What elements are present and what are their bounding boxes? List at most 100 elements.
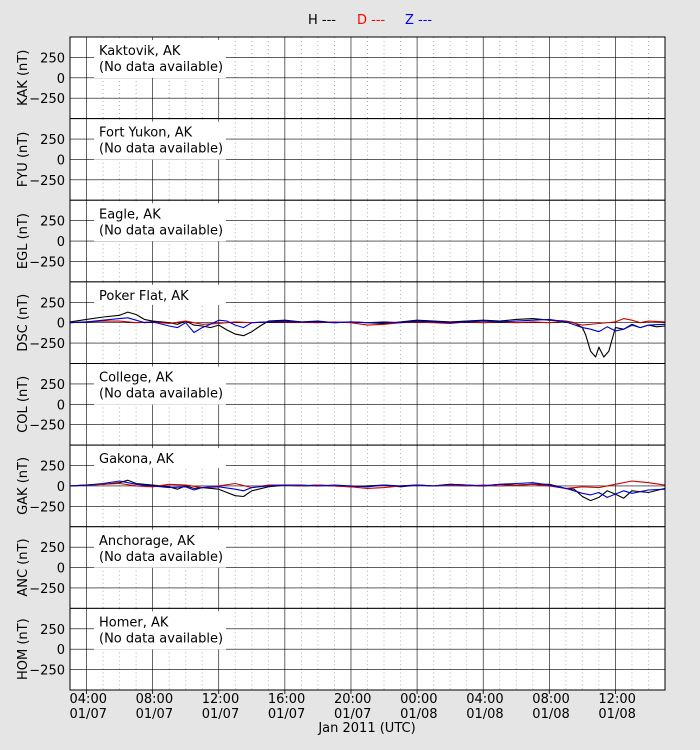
station-name: Poker Flat, AK <box>99 289 189 304</box>
x-tick-date: 01/08 <box>532 707 569 722</box>
panel-hom: 250 0 −250 Homer, AK(No data available) HOM … <box>16 607 666 691</box>
x-tick-date: 01/07 <box>202 707 239 722</box>
x-axis-label: Jan 2011 (UTC) <box>317 721 415 736</box>
y-tick-label: 250 <box>40 51 65 66</box>
station-name: Homer, AK <box>99 615 169 630</box>
series-line-z <box>69 480 666 498</box>
y-tick-label: 250 <box>40 541 65 556</box>
x-tick-time: 04:00 <box>466 692 503 707</box>
y-tick-label: 0 <box>57 562 65 577</box>
x-tick-date: 01/07 <box>136 707 173 722</box>
y-tick-label: −250 <box>29 255 65 270</box>
x-tick-date: 01/07 <box>70 707 107 722</box>
y-tick-label: 0 <box>57 317 65 332</box>
y-tick-label: −250 <box>29 337 65 352</box>
panel-egl: 250 0 −250 Eagle, AK(No data available) EGL … <box>16 199 666 283</box>
x-tick-date: 01/07 <box>268 707 305 722</box>
y-tick-label: 250 <box>40 460 65 475</box>
no-data-note: (No data available) <box>99 387 223 402</box>
station-name: Eagle, AK <box>99 207 161 222</box>
y-tick-label: 0 <box>57 480 65 495</box>
no-data-note: (No data available) <box>99 550 223 565</box>
y-axis-label: ANC (nT) <box>16 538 31 596</box>
y-tick-label: 250 <box>40 215 65 230</box>
station-label-bg <box>94 284 226 305</box>
y-axis-label: GAK (nT) <box>16 457 31 515</box>
y-tick-label: 250 <box>40 378 65 393</box>
y-tick-label: 250 <box>40 133 65 148</box>
series-line-d <box>69 318 666 326</box>
station-name: Anchorage, AK <box>99 534 195 549</box>
station-label-bg <box>94 366 226 405</box>
station-label-bg <box>94 121 226 160</box>
no-data-note: (No data available) <box>99 631 223 646</box>
y-tick-label: 0 <box>57 398 65 413</box>
x-tick-time: 20:00 <box>334 692 371 707</box>
y-tick-label: 0 <box>57 643 65 658</box>
y-axis-label: KAK (nT) <box>16 50 31 106</box>
panel-dsc: 250 0 −250 Poker Flat, AK DSC (nT) <box>16 281 666 364</box>
panel-col: 250 0 −250 College, AK(No data available) CO… <box>16 363 666 446</box>
station-name: Fort Yukon, AK <box>99 126 193 141</box>
y-tick-label: −250 <box>29 582 65 597</box>
legend: H --- D --- Z --- <box>308 13 432 28</box>
y-tick-label: −250 <box>29 500 65 515</box>
y-axis-label: COL (nT) <box>16 376 31 433</box>
station-name: Kaktovik, AK <box>99 44 181 59</box>
no-data-note: (No data available) <box>99 60 223 75</box>
y-axis-label: DSC (nT) <box>16 294 31 352</box>
y-axis-label: EGL (nT) <box>16 213 31 269</box>
y-tick-label: −250 <box>29 664 65 679</box>
y-tick-label: 250 <box>40 623 65 638</box>
x-tick-time: 04:00 <box>70 692 107 707</box>
x-tick-time: 12:00 <box>202 692 239 707</box>
x-tick-date: 01/07 <box>334 707 371 722</box>
no-data-note: (No data available) <box>99 142 223 157</box>
y-axis-label: FYU (nT) <box>16 132 31 187</box>
legend-item-h: H --- <box>308 13 336 28</box>
y-tick-label: 0 <box>57 72 65 87</box>
no-data-note: (No data available) <box>99 223 223 238</box>
x-tick-date: 01/08 <box>400 707 437 722</box>
x-axis: 04:0001/0708:0001/0712:0001/0716:0001/07… <box>70 690 636 722</box>
panel-fyu: 250 0 −250 Fort Yukon, AK(No data available… <box>16 118 666 201</box>
station-label-bg <box>94 611 226 650</box>
station-name: College, AK <box>99 371 174 386</box>
station-label-bg <box>94 203 226 242</box>
y-tick-label: −250 <box>29 419 65 434</box>
y-tick-label: −250 <box>29 174 65 189</box>
x-tick-time: 08:00 <box>136 692 173 707</box>
panel-frame <box>69 607 666 691</box>
x-tick-time: 08:00 <box>532 692 569 707</box>
x-tick-time: 16:00 <box>268 692 305 707</box>
y-tick-label: 0 <box>57 235 65 250</box>
legend-item-z: Z --- <box>405 13 432 28</box>
station-label-bg <box>94 40 226 78</box>
station-label-bg <box>94 529 226 568</box>
y-axis-label: HOM (nT) <box>16 618 31 680</box>
y-tick-label: 250 <box>40 296 65 311</box>
x-tick-date: 01/08 <box>466 707 503 722</box>
station-name: Gakona, AK <box>99 452 174 467</box>
x-tick-time: 00:00 <box>400 692 437 707</box>
x-tick-date: 01/08 <box>598 707 635 722</box>
series-line-h <box>69 311 666 358</box>
y-tick-label: −250 <box>29 92 65 107</box>
station-label-bg <box>94 448 226 469</box>
legend-item-d: D --- <box>357 13 386 28</box>
series-line-z <box>69 317 666 334</box>
x-tick-time: 12:00 <box>598 692 635 707</box>
panel-anc: 250 0 −250 Anchorage, AK(No data available)… <box>16 526 666 609</box>
panel-gak: 250 0 −250 Gakona, AK GAK (nT) <box>16 444 666 528</box>
